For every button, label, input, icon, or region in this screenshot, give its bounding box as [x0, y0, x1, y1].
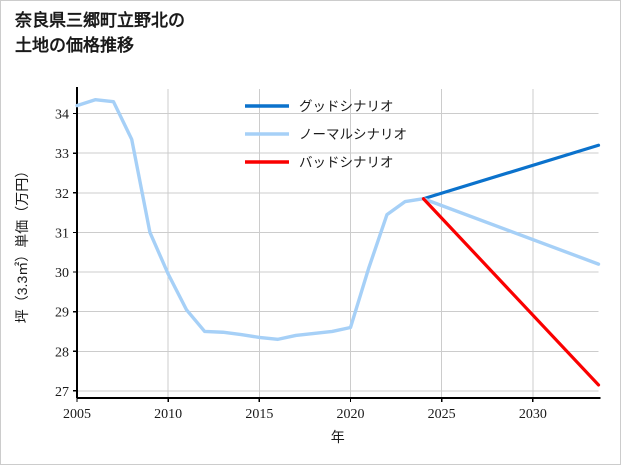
y-axis-tick-labels: 27 28 29 30 31 32 33 34	[55, 108, 69, 400]
y-tick-label: 29	[55, 306, 69, 321]
y-axis-title: 坪（3.3㎡）単価（万円）	[14, 164, 30, 323]
x-axis-title: 年	[331, 429, 345, 445]
x-tick-label: 2025	[428, 407, 456, 422]
x-tick-label: 2020	[337, 407, 365, 422]
series-line	[421, 197, 601, 387]
y-tick-label: 33	[55, 147, 69, 162]
x-axis-tick-labels: 2005 2010 2015 2020 2025 2030	[63, 407, 547, 422]
y-tick-label: 32	[55, 187, 69, 202]
y-tick-label: 34	[55, 108, 69, 123]
x-tick-label: 2030	[519, 407, 547, 422]
legend-label: バッドシナリオ	[299, 155, 394, 170]
y-tick-label: 31	[55, 226, 69, 241]
y-tick-label: 27	[55, 385, 69, 400]
gridlines	[76, 89, 599, 398]
series-line	[421, 143, 601, 201]
y-tick-label: 30	[55, 266, 69, 281]
x-tick-label: 2015	[245, 407, 273, 422]
page-title: 奈良県三郷町立野北の 土地の価格推移	[15, 11, 185, 55]
y-tick-label: 28	[55, 345, 69, 360]
x-tick-label: 2005	[63, 407, 91, 422]
x-tick-label: 2010	[154, 407, 182, 422]
axes	[73, 87, 601, 402]
series-lines	[75, 98, 601, 387]
legend-label: ノーマルシナリオ	[299, 127, 407, 142]
legend-label: グッドシナリオ	[299, 99, 394, 114]
series-line	[75, 98, 601, 342]
